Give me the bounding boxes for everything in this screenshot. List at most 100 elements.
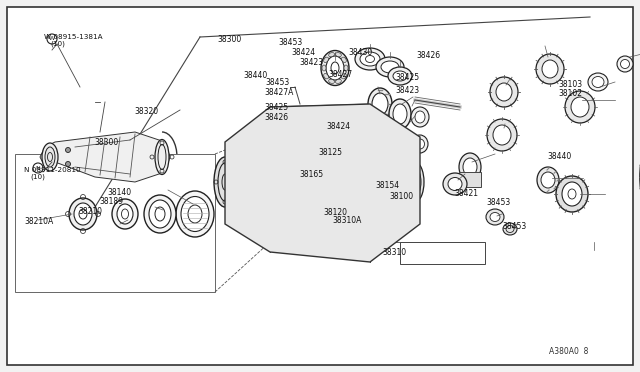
Ellipse shape <box>368 88 392 120</box>
Text: 38453: 38453 <box>502 222 527 231</box>
Ellipse shape <box>42 143 58 171</box>
Circle shape <box>65 148 70 153</box>
Text: 38140: 38140 <box>108 188 132 197</box>
Ellipse shape <box>324 74 328 79</box>
Text: 38320: 38320 <box>134 107 159 116</box>
Ellipse shape <box>388 67 412 85</box>
Ellipse shape <box>415 139 424 149</box>
Text: 38426: 38426 <box>416 51 440 60</box>
Text: 38310: 38310 <box>383 248 407 257</box>
Text: 38423: 38423 <box>300 58 324 67</box>
Text: 38210A: 38210A <box>24 217 54 226</box>
Ellipse shape <box>372 93 388 115</box>
Ellipse shape <box>112 199 138 229</box>
Ellipse shape <box>335 79 341 83</box>
Ellipse shape <box>490 77 518 107</box>
Polygon shape <box>225 104 420 262</box>
Ellipse shape <box>487 119 517 151</box>
Text: 38453: 38453 <box>486 198 511 207</box>
Ellipse shape <box>443 173 467 195</box>
Ellipse shape <box>69 198 97 230</box>
Ellipse shape <box>503 223 517 235</box>
Ellipse shape <box>176 191 214 237</box>
Text: 38424: 38424 <box>326 122 351 131</box>
Text: (10): (10) <box>50 41 65 47</box>
Text: 38421: 38421 <box>454 189 479 198</box>
Ellipse shape <box>321 51 349 86</box>
Text: 38165: 38165 <box>300 170 324 179</box>
Ellipse shape <box>459 153 481 181</box>
Ellipse shape <box>562 182 582 206</box>
Ellipse shape <box>342 74 346 79</box>
Text: W: W <box>49 36 55 42</box>
Ellipse shape <box>324 57 328 62</box>
Ellipse shape <box>355 48 385 70</box>
Text: 38425: 38425 <box>264 103 289 112</box>
Text: 38440: 38440 <box>547 152 572 161</box>
Ellipse shape <box>342 57 346 62</box>
Text: 38120: 38120 <box>324 208 348 217</box>
Ellipse shape <box>448 177 462 190</box>
Ellipse shape <box>537 167 559 193</box>
Ellipse shape <box>326 56 344 80</box>
Ellipse shape <box>155 140 169 174</box>
Text: 38310A: 38310A <box>333 217 362 225</box>
Ellipse shape <box>415 111 425 123</box>
Ellipse shape <box>360 52 380 66</box>
Ellipse shape <box>329 79 335 83</box>
Ellipse shape <box>214 157 236 207</box>
Ellipse shape <box>406 162 424 202</box>
Ellipse shape <box>490 212 500 221</box>
Ellipse shape <box>571 97 589 117</box>
Text: N: N <box>36 166 40 170</box>
Ellipse shape <box>381 61 399 73</box>
Text: 38103: 38103 <box>559 80 583 89</box>
Text: 38102: 38102 <box>559 89 583 98</box>
Ellipse shape <box>556 176 588 212</box>
Text: 38189: 38189 <box>99 197 123 206</box>
Text: (10): (10) <box>31 174 45 180</box>
Ellipse shape <box>389 99 411 129</box>
Text: 38427A: 38427A <box>264 88 294 97</box>
Ellipse shape <box>463 158 477 176</box>
Ellipse shape <box>393 104 407 124</box>
Ellipse shape <box>588 73 608 91</box>
Text: 38427: 38427 <box>328 70 353 79</box>
Text: 38125: 38125 <box>318 148 342 157</box>
Ellipse shape <box>412 135 428 153</box>
Ellipse shape <box>322 65 326 71</box>
Text: W 08915-1381A: W 08915-1381A <box>44 34 102 40</box>
Bar <box>400 242 485 264</box>
Ellipse shape <box>181 196 209 231</box>
Ellipse shape <box>344 65 348 71</box>
Ellipse shape <box>393 71 407 81</box>
Ellipse shape <box>592 77 604 87</box>
Ellipse shape <box>144 195 176 233</box>
Text: N 08911-20810: N 08911-20810 <box>24 167 81 173</box>
Ellipse shape <box>149 200 171 228</box>
Ellipse shape <box>493 125 511 145</box>
Ellipse shape <box>617 56 633 72</box>
Ellipse shape <box>536 54 564 84</box>
Text: 38425: 38425 <box>396 73 420 82</box>
Ellipse shape <box>621 60 630 68</box>
Text: 38424: 38424 <box>291 48 316 57</box>
Ellipse shape <box>117 204 133 224</box>
Text: 38300: 38300 <box>95 138 119 147</box>
Text: 38430: 38430 <box>349 48 373 57</box>
Ellipse shape <box>45 147 55 167</box>
Ellipse shape <box>496 83 512 101</box>
Polygon shape <box>40 132 170 182</box>
Text: 38300: 38300 <box>218 35 242 44</box>
Ellipse shape <box>376 57 404 77</box>
Ellipse shape <box>565 91 595 123</box>
Ellipse shape <box>329 52 335 57</box>
Ellipse shape <box>74 203 92 225</box>
Ellipse shape <box>542 60 558 78</box>
Ellipse shape <box>335 52 341 57</box>
Polygon shape <box>459 172 481 187</box>
Text: 38426: 38426 <box>264 113 289 122</box>
Text: 38100: 38100 <box>389 192 413 201</box>
Circle shape <box>65 161 70 167</box>
Ellipse shape <box>486 209 504 225</box>
